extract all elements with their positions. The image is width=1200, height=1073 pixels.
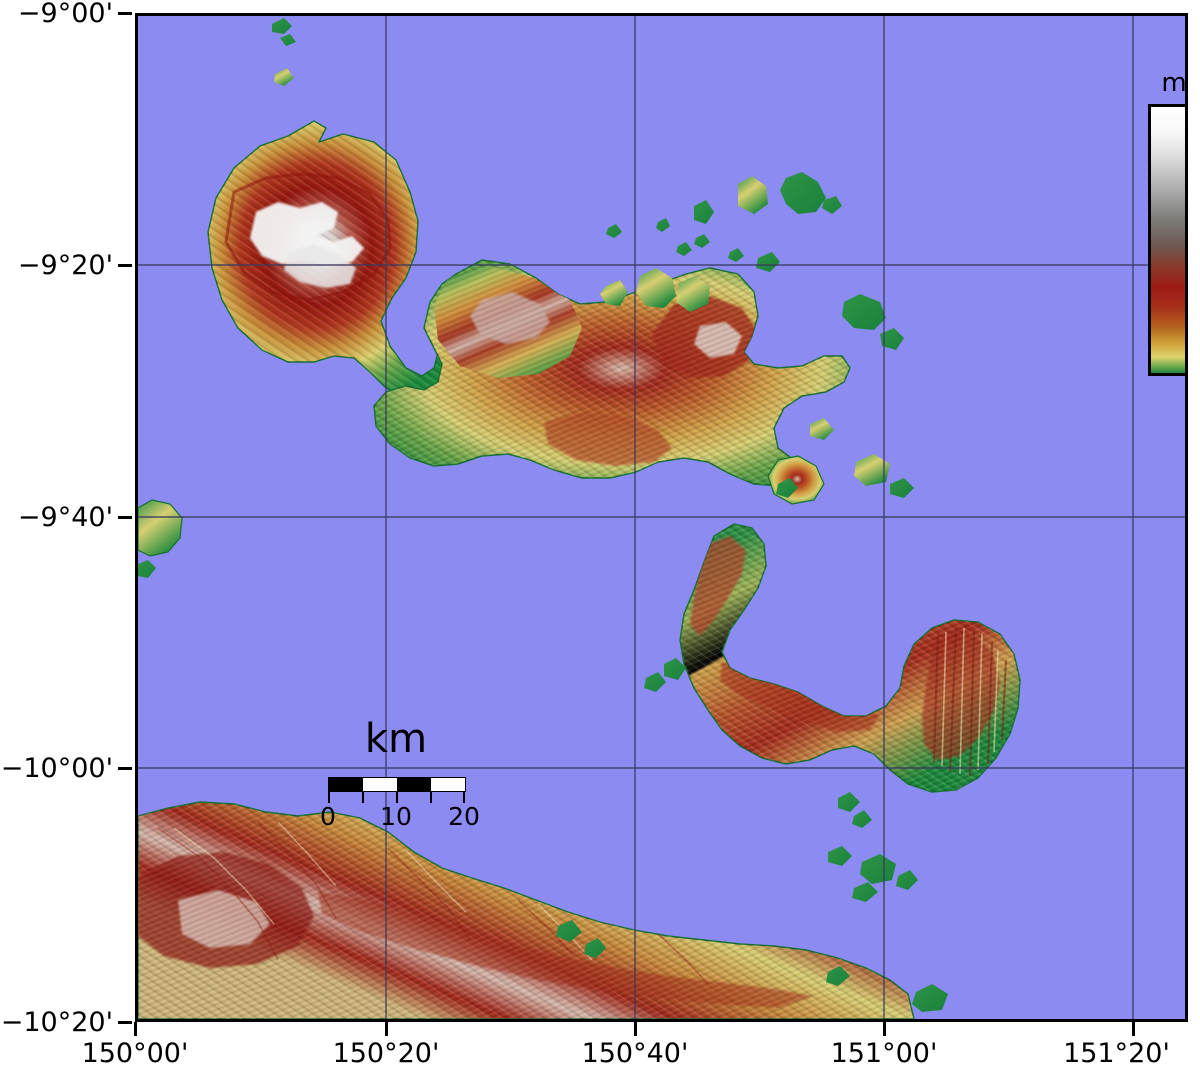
scalebar-segment	[397, 778, 431, 791]
x-axis-tick	[134, 1022, 137, 1036]
scalebar-segment	[329, 778, 363, 791]
y-axis-tick	[118, 264, 132, 267]
colorbar-gradient	[1151, 107, 1185, 373]
x-axis-tick	[634, 1022, 637, 1036]
graticule	[138, 16, 1185, 1019]
scalebar-tick	[463, 791, 465, 803]
scale-bar	[328, 777, 466, 792]
island-west-edge	[138, 499, 183, 578]
x-axis-label-150-20: 150°20'	[332, 1038, 440, 1069]
scalebar-unit-label: km	[364, 716, 428, 762]
scalebar-tick	[396, 791, 398, 803]
x-axis-tick	[385, 1022, 388, 1036]
colorbar-unit-label: m	[1161, 68, 1187, 98]
map-panel[interactable]: km 0 10 20 m	[135, 13, 1188, 1022]
scalebar-segment	[363, 778, 397, 791]
terrain-raster	[138, 16, 1185, 1019]
islets-southeast	[828, 846, 918, 902]
x-axis-tick	[1132, 1022, 1135, 1036]
colorbar	[1148, 104, 1185, 376]
x-axis-label-151-20: 151°20'	[1063, 1038, 1170, 1069]
scalebar-label-10: 10	[380, 802, 412, 831]
scalebar-tick	[328, 791, 330, 803]
y-axis-label-9-40: −9°40'	[17, 502, 113, 533]
x-axis-label-150-00: 150°00'	[81, 1038, 189, 1069]
y-axis-tick	[118, 12, 132, 15]
scalebar-segment	[431, 778, 465, 791]
scalebar-tick	[362, 791, 364, 803]
x-axis-label-150-40: 150°40'	[581, 1038, 689, 1069]
y-axis-label-9-20: −9°20'	[17, 250, 113, 281]
x-axis-tick	[883, 1022, 886, 1036]
y-axis-tick	[118, 516, 132, 519]
x-axis-label-151-00: 151°00'	[830, 1038, 938, 1069]
scalebar-label-20: 20	[448, 802, 480, 831]
y-axis-tick	[118, 767, 132, 770]
y-axis-label-10-00: −10°00'	[0, 753, 113, 784]
islands-amphlett	[600, 172, 904, 350]
scalebar-label-0: 0	[320, 802, 336, 831]
map-frame: km 0 10 20 m	[135, 13, 1188, 1022]
scalebar-tick	[430, 791, 432, 803]
y-axis-label-10-20: −10°20'	[0, 1007, 113, 1038]
y-axis-tick	[118, 1021, 132, 1024]
y-axis-label-9-00: −9°00'	[17, 0, 113, 29]
